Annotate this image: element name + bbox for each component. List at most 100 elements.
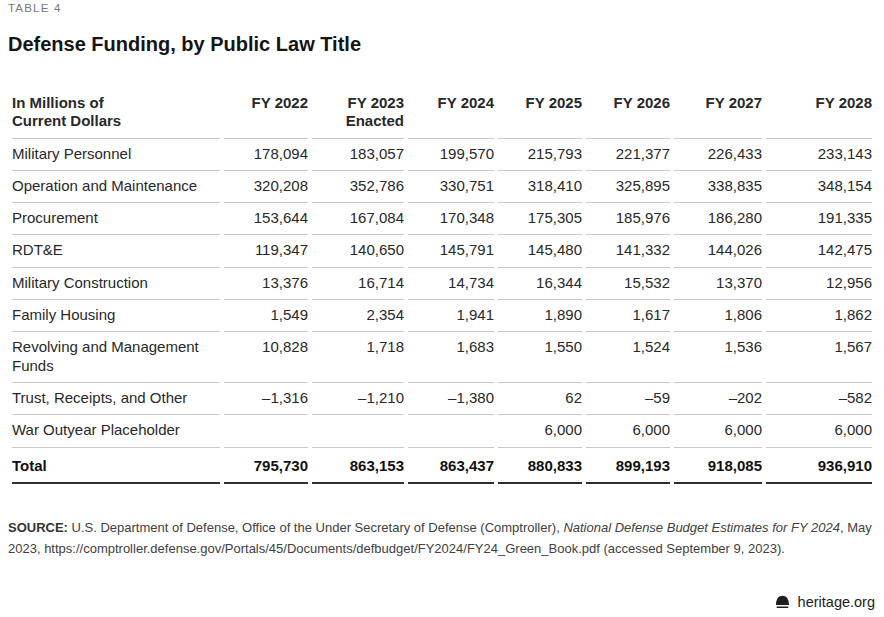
defense-funding-table: In Millions of Current Dollars FY 2022FY… — [8, 88, 876, 484]
cell-value: 352,786 — [312, 171, 404, 203]
cell-value: 899,193 — [586, 448, 670, 484]
row-header-units: In Millions of Current Dollars — [12, 88, 220, 139]
table-body: Military Personnel178,094183,057199,5702… — [12, 139, 872, 484]
cell-value: 348,154 — [766, 171, 872, 203]
cell-value: 338,835 — [674, 171, 762, 203]
cell-value: 167,084 — [312, 203, 404, 235]
cell-value — [312, 415, 404, 447]
cell-value: 16,344 — [498, 268, 582, 300]
cell-value: 13,376 — [224, 268, 308, 300]
page-title: Defense Funding, by Public Law Title — [8, 32, 876, 56]
cell-value: 330,751 — [408, 171, 494, 203]
cell-value: 1,862 — [766, 300, 872, 332]
cell-value: 1,806 — [674, 300, 762, 332]
cell-value: 318,410 — [498, 171, 582, 203]
table-row: Operation and Maintenance320,208352,7863… — [12, 171, 872, 203]
cell-value: 1,550 — [498, 332, 582, 383]
cell-value: 170,348 — [408, 203, 494, 235]
cell-value: 918,085 — [674, 448, 762, 484]
row-label: Trust, Receipts, and Other — [12, 383, 220, 415]
cell-value: 178,094 — [224, 139, 308, 171]
cell-value: 15,532 — [586, 268, 670, 300]
cell-value: 1,617 — [586, 300, 670, 332]
cell-value: 1,536 — [674, 332, 762, 383]
cell-value: –582 — [766, 383, 872, 415]
cell-value: 1,941 — [408, 300, 494, 332]
cell-value: 12,956 — [766, 268, 872, 300]
cell-value: 119,347 — [224, 235, 308, 267]
table-row: War Outyear Placeholder6,0006,0006,0006,… — [12, 415, 872, 447]
cell-value: 6,000 — [586, 415, 670, 447]
cell-value: 13,370 — [674, 268, 762, 300]
cell-value: 1,718 — [312, 332, 404, 383]
row-label: Military Construction — [12, 268, 220, 300]
cell-value: 10,828 — [224, 332, 308, 383]
row-label: Operation and Maintenance — [12, 171, 220, 203]
column-header: FY 2025 — [498, 88, 582, 139]
table-row: RDT&E119,347140,650145,791145,480141,332… — [12, 235, 872, 267]
cell-value: 16,714 — [312, 268, 404, 300]
row-label: RDT&E — [12, 235, 220, 267]
cell-value: 221,377 — [586, 139, 670, 171]
table-row: Trust, Receipts, and Other–1,316–1,210–1… — [12, 383, 872, 415]
cell-value: 199,570 — [408, 139, 494, 171]
cell-value: 175,305 — [498, 203, 582, 235]
cell-value: 145,480 — [498, 235, 582, 267]
cell-value — [408, 415, 494, 447]
column-header: FY 2026 — [586, 88, 670, 139]
cell-value: 233,143 — [766, 139, 872, 171]
cell-value: 1,524 — [586, 332, 670, 383]
row-label: War Outyear Placeholder — [12, 415, 220, 447]
cell-value: 185,976 — [586, 203, 670, 235]
cell-value: 6,000 — [766, 415, 872, 447]
row-label: Revolving and Management Funds — [12, 332, 220, 383]
cell-value: 1,567 — [766, 332, 872, 383]
cell-value: –1,380 — [408, 383, 494, 415]
cell-value: 6,000 — [674, 415, 762, 447]
total-row: Total795,730863,153863,437880,833899,193… — [12, 448, 872, 484]
table-row: Procurement153,644167,084170,348175,3051… — [12, 203, 872, 235]
source-note: SOURCE: U.S. Department of Defense, Offi… — [8, 517, 876, 559]
row-label: Family Housing — [12, 300, 220, 332]
column-header: FY 2023 Enacted — [312, 88, 404, 139]
cell-value: –202 — [674, 383, 762, 415]
cell-value — [224, 415, 308, 447]
table-number-label: TABLE 4 — [8, 1, 876, 15]
cell-value: 142,475 — [766, 235, 872, 267]
row-label: Military Personnel — [12, 139, 220, 171]
source-text: U.S. Department of Defense, Office of th… — [68, 520, 563, 535]
cell-value: 226,433 — [674, 139, 762, 171]
cell-value: –1,316 — [224, 383, 308, 415]
column-header: FY 2022 — [224, 88, 308, 139]
cell-value: 1,683 — [408, 332, 494, 383]
cell-value: 2,354 — [312, 300, 404, 332]
cell-value: 153,644 — [224, 203, 308, 235]
column-header: FY 2028 — [766, 88, 872, 139]
cell-value: 6,000 — [498, 415, 582, 447]
table-row: Military Construction13,37616,71414,7341… — [12, 268, 872, 300]
cell-value: 1,549 — [224, 300, 308, 332]
cell-value: 186,280 — [674, 203, 762, 235]
column-header-row: In Millions of Current Dollars FY 2022FY… — [12, 88, 872, 139]
cell-value: 144,026 — [674, 235, 762, 267]
column-header: FY 2024 — [408, 88, 494, 139]
cell-value: 320,208 — [224, 171, 308, 203]
cell-value: 215,793 — [498, 139, 582, 171]
table-row: Military Personnel178,094183,057199,5702… — [12, 139, 872, 171]
heritage-org-link[interactable]: heritage.org — [798, 594, 875, 610]
table-row: Revolving and Management Funds10,8281,71… — [12, 332, 872, 383]
cell-value: –1,210 — [312, 383, 404, 415]
footer: heritage.org — [774, 594, 875, 610]
table-row: Family Housing1,5492,3541,9411,8901,6171… — [12, 300, 872, 332]
cell-value: 795,730 — [224, 448, 308, 484]
cell-value: 145,791 — [408, 235, 494, 267]
cell-value: 863,437 — [408, 448, 494, 484]
cell-value: 62 — [498, 383, 582, 415]
report-table-page: TABLE 4 Defense Funding, by Public Law T… — [0, 0, 884, 559]
cell-value: 140,650 — [312, 235, 404, 267]
cell-value: 325,895 — [586, 171, 670, 203]
cell-value: 863,153 — [312, 448, 404, 484]
row-label: Total — [12, 448, 220, 484]
cell-value: 1,890 — [498, 300, 582, 332]
cell-value: 880,833 — [498, 448, 582, 484]
